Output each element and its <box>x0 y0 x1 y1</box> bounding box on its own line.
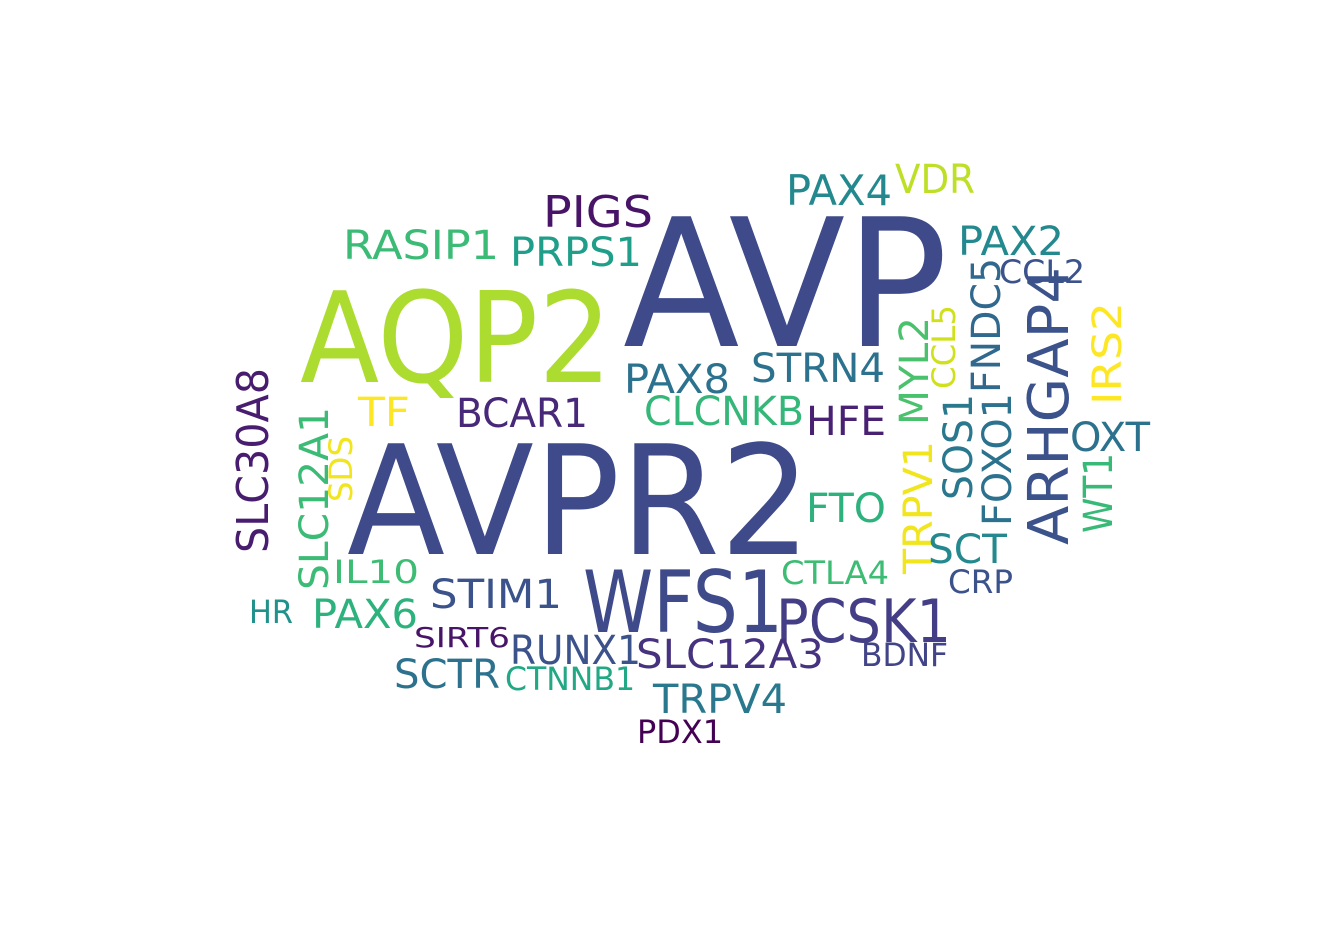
word-irs2: IRS2 <box>1085 302 1131 405</box>
word-sirt6: SIRT6 <box>414 621 510 654</box>
word-pax4: PAX4 <box>786 166 892 215</box>
word-slc12a3: SLC12A3 <box>636 632 824 678</box>
word-pcsk1: PCSK1 <box>776 587 951 657</box>
word-wfs1: WFS1 <box>583 553 783 653</box>
word-slc30a8: SLC30A8 <box>228 368 279 553</box>
word-aqp2: AQP2 <box>300 265 612 412</box>
word-hr: HR <box>249 593 293 631</box>
word-trpv1: TRPV1 <box>896 441 942 575</box>
word-foxo1: FOXO1 <box>975 393 1021 526</box>
word-runx1: RUNX1 <box>510 628 641 674</box>
word-tf: TF <box>357 390 410 436</box>
word-pax6: PAX6 <box>312 592 418 638</box>
word-pax2: PAX2 <box>958 219 1064 265</box>
word-wt1: WT1 <box>1076 453 1122 533</box>
word-stim1: STIM1 <box>430 572 562 618</box>
word-rasip1: RASIP1 <box>343 223 499 269</box>
word-pax8: PAX8 <box>624 357 730 403</box>
word-il10: IL10 <box>333 553 419 591</box>
word-vdr: VDR <box>895 157 975 203</box>
word-avpr2: AVPR2 <box>347 413 811 590</box>
word-ccl5: CCL5 <box>925 305 963 389</box>
word-sct: SCT <box>928 527 1008 573</box>
word-pigs: PIGS <box>543 187 653 238</box>
word-trpv4: TRPV4 <box>652 677 787 723</box>
word-myl2: MYL2 <box>892 317 938 425</box>
word-avp: AVP <box>623 181 948 388</box>
word-prps1: PRPS1 <box>510 230 642 276</box>
word-ctla4: CTLA4 <box>781 554 889 592</box>
word-sds: SDS <box>322 436 360 502</box>
word-sos1: SOS1 <box>936 394 982 500</box>
word-pdx1: PDX1 <box>637 713 723 751</box>
word-ccl2: CCL2 <box>999 253 1085 291</box>
word-ctnnb1: CTNNB1 <box>505 660 635 698</box>
word-hfe: HFE <box>806 399 886 445</box>
word-oxt: OXT <box>1070 415 1151 461</box>
word-bdnf: BDNF <box>861 636 948 674</box>
word-sctr: SCTR <box>394 652 500 698</box>
word-fto: FTO <box>806 486 886 532</box>
word-arhgap4: ARHGAP4 <box>1017 267 1082 545</box>
word-bcar1: BCAR1 <box>456 391 588 437</box>
word-slc12a1: SLC12A1 <box>292 407 338 590</box>
word-crp: CRP <box>948 563 1013 601</box>
word-clcnkb: CLCNKB <box>644 389 804 435</box>
word-fndc5: FNDC5 <box>964 258 1010 393</box>
word-strn4: STRN4 <box>751 346 885 392</box>
